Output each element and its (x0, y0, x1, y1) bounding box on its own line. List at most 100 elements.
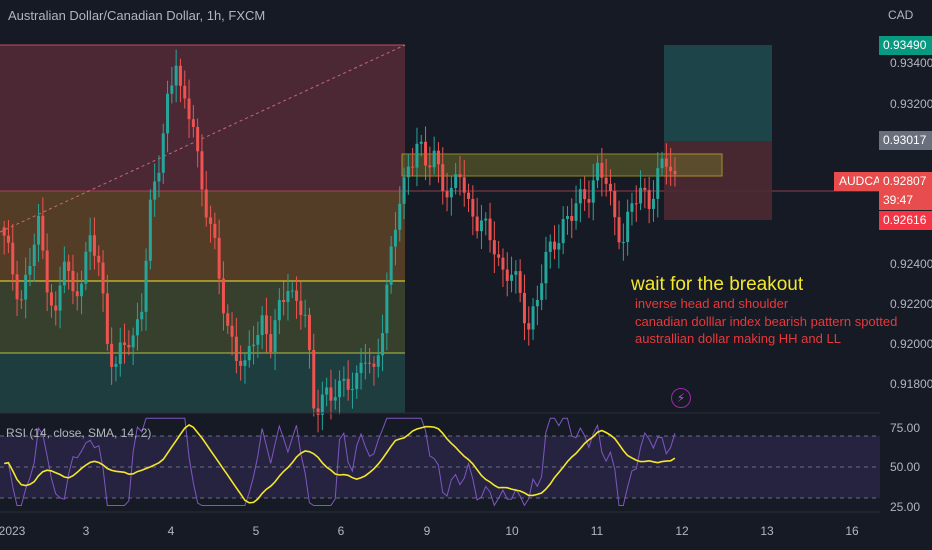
candle (355, 373, 359, 390)
candle (454, 174, 458, 188)
target-price-badge: 0.93490 (879, 36, 932, 55)
candle (217, 237, 221, 279)
candle (608, 183, 612, 192)
candle (613, 191, 617, 218)
time-tick: 16 (845, 524, 859, 538)
candle (583, 189, 587, 200)
lightning-icon[interactable]: ⚡ (671, 388, 691, 408)
resistance-zone[interactable] (401, 153, 723, 177)
candle (518, 271, 522, 293)
candle (467, 192, 471, 199)
time-tick: 10 (505, 524, 519, 538)
candle (342, 378, 346, 381)
candle (445, 191, 449, 198)
candle (505, 269, 509, 281)
currency-label: CAD (888, 8, 914, 22)
candle (393, 229, 397, 247)
trend-line[interactable] (0, 44, 406, 233)
candle (540, 283, 544, 300)
annotation-line[interactable]: australlian dollar making HH and LL (635, 331, 841, 346)
candle (346, 378, 350, 390)
candle (436, 150, 440, 165)
candle (449, 187, 453, 198)
fib-zone-bottom (0, 353, 405, 413)
rsi-sma-line (4, 424, 676, 504)
candle (135, 319, 139, 336)
time-tick: 9 (423, 524, 431, 538)
price-tick: 0.92000 (890, 337, 932, 351)
candle (54, 305, 58, 311)
stop-box[interactable] (664, 141, 772, 220)
price-tick: 0.92400 (890, 257, 932, 271)
candle (673, 171, 677, 175)
candle (398, 203, 402, 230)
candle (247, 346, 251, 361)
candle (209, 217, 213, 224)
target-box[interactable] (664, 45, 772, 141)
candle (183, 85, 187, 99)
candle (161, 133, 165, 173)
candle (647, 190, 651, 209)
candle (411, 166, 415, 168)
fib-zone-low (0, 281, 405, 353)
candle (325, 387, 329, 395)
candle (574, 203, 578, 221)
time-tick: 12 (675, 524, 689, 538)
candle (101, 262, 105, 294)
candle (578, 189, 582, 204)
candle (11, 242, 15, 275)
candle (634, 203, 638, 205)
time-tick: 6 (337, 524, 345, 538)
candle (174, 65, 178, 86)
candle (221, 278, 225, 314)
candle (527, 323, 531, 330)
candle (402, 177, 406, 204)
candle (277, 299, 281, 321)
candle (260, 315, 264, 336)
candle (510, 274, 514, 281)
candle (424, 141, 428, 166)
symbol-badge: AUDCAD (834, 172, 890, 191)
candle (97, 255, 101, 263)
annotation-main[interactable]: wait for the breakout (631, 274, 804, 295)
candle (127, 344, 131, 348)
candle (604, 177, 608, 184)
countdown-badge: 39:47 (879, 191, 932, 210)
candle (548, 241, 552, 252)
annotation-line[interactable]: canadian dolllar index bearish pattern s… (635, 314, 898, 329)
candle (617, 217, 621, 243)
candle (381, 333, 385, 356)
candle (432, 150, 436, 168)
candle (664, 158, 668, 167)
candle (462, 177, 466, 193)
candle (213, 223, 217, 238)
candle (307, 314, 311, 350)
candle (385, 284, 389, 334)
time-tick: 4 (167, 524, 175, 538)
last-price-badge: 0.92807 (879, 172, 932, 191)
candle (630, 203, 634, 212)
annotation-line[interactable]: inverse head and shoulder (635, 296, 789, 311)
candle (626, 211, 630, 243)
candle (153, 181, 157, 200)
candle (84, 251, 88, 284)
candle (178, 65, 182, 86)
candle (118, 342, 122, 364)
candle (67, 261, 71, 271)
candle (479, 220, 483, 232)
candle (269, 334, 273, 352)
candle (488, 218, 492, 241)
candle (15, 274, 19, 300)
candle (497, 254, 501, 258)
candle (596, 162, 600, 181)
candle (45, 250, 49, 293)
candle (92, 235, 96, 256)
candle (329, 387, 333, 401)
candle (19, 299, 23, 301)
candle (191, 119, 195, 127)
candle (230, 325, 234, 337)
candle (514, 271, 518, 275)
candle (565, 216, 569, 219)
rsi-tick: 75.00 (890, 421, 921, 435)
